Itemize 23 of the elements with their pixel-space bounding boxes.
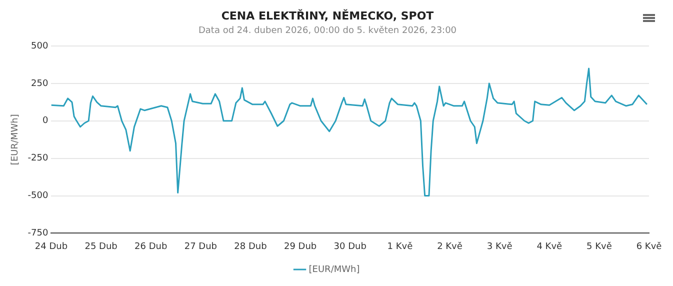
y-tick-label: 500 <box>31 41 48 52</box>
x-tick-label: 25 Dub <box>84 242 118 252</box>
x-tick-label: 4 Kvě <box>536 240 563 252</box>
x-tick-label: 27 Dub <box>184 242 218 252</box>
y-tick-label: -500 <box>28 191 48 202</box>
x-tick-label: 30 Dub <box>334 242 367 252</box>
chart-title: CENA ELEKTŘINY, NĚMECKO, SPOT <box>221 8 434 22</box>
y-tick-label: 0 <box>42 116 48 126</box>
legend-label: [EUR/MWh] <box>308 264 360 275</box>
x-tick-label: 28 Dub <box>234 242 268 252</box>
x-tick-label: 5 Kvě <box>586 240 612 252</box>
x-tick-label: 26 Dub <box>134 242 168 252</box>
y-tick-label: -250 <box>28 154 48 164</box>
chart-subtitle: Data od 24. duben 2026, 00:00 do 5. květen 2026, 23:00 <box>198 24 457 36</box>
y-tick-label: 250 <box>31 78 48 89</box>
x-tick-label: 3 Kvě <box>486 240 513 252</box>
y-axis-title: [EUR/MWh] <box>10 114 21 166</box>
x-tick-label: 24 Dub <box>34 242 68 252</box>
x-tick-label: 2 Kvě <box>437 240 463 252</box>
x-tick-label: 6 Kvě <box>636 240 662 252</box>
x-tick-label: 29 Dub <box>284 242 317 252</box>
x-tick-label: 1 Kvě <box>387 240 414 252</box>
y-tick-label: -750 <box>28 228 48 239</box>
